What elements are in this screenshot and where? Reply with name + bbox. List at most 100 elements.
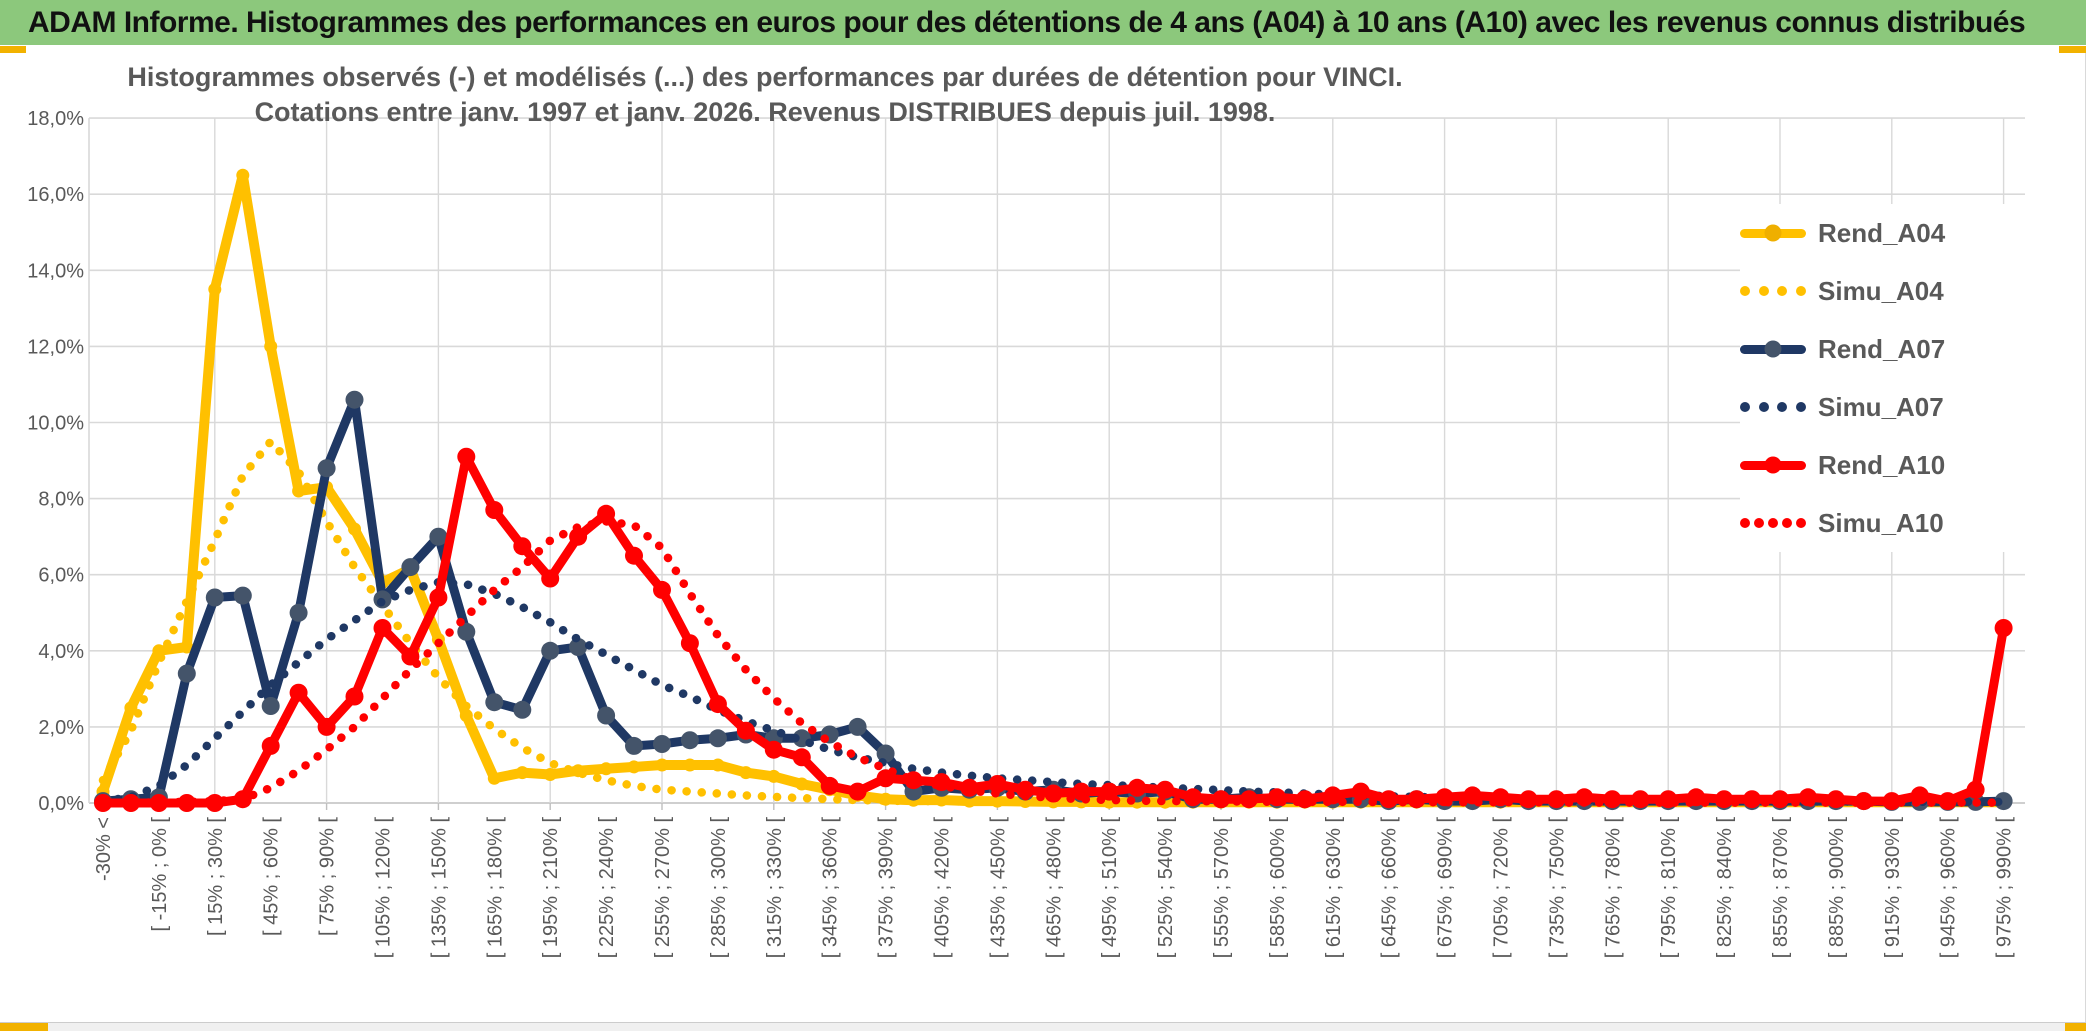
series-rend_a04-marker [543,768,557,781]
simu-a10-dots-sample-icon [1740,518,1806,528]
series-rend_a04-line [98,170,2009,808]
series-rend_a10-marker [1351,782,1370,801]
series-rend_a10-marker [457,447,476,466]
x-tick-label: [ 975% ; 990% [ [1994,817,2016,959]
series-simu_a07-line [98,578,2008,807]
legend-label: Rend_A10 [1818,449,1946,480]
series-rend_a10-marker [1100,782,1119,801]
y-tick-label: 16,0% [27,184,84,206]
y-tick-label: 6,0% [38,565,84,587]
series-rend_a07-marker [653,735,671,753]
corner-accent-top-left [0,46,26,53]
legend-label: Rend_A04 [1818,217,1946,248]
corner-accent-top-right [2059,46,2086,53]
series-rend_a10-marker [764,740,783,759]
series-rend_a07-marker [233,586,252,605]
x-tick-label: [ 585% ; 600% [ [1267,817,1289,959]
series-rend_a10-marker [541,569,560,588]
x-tick-label: [ 525% ; 540% [ [1155,817,1177,959]
series-rend_a07-marker [317,459,336,478]
x-tick-label: [ 105% ; 120% [ [373,817,395,959]
series-rend_a07-marker [597,706,616,725]
series-rend_a07-marker [876,744,895,763]
series-rend_a04-marker [124,701,138,715]
legend-label: Simu_A07 [1818,391,1944,422]
x-tick-label: [ 705% ; 720% [ [1491,817,1513,959]
series-rend_a07-marker [680,731,699,750]
y-tick-label: 0,0% [38,793,84,815]
legend-item-rend-a07: Rend_A07 [1740,320,2050,378]
series-rend_a07-marker [177,664,196,683]
series-rend_a04-marker [599,762,613,776]
chart-title-line1: Histogrammes observés (-) et modélisés (… [127,62,1403,92]
series-rend_a04-marker [180,640,194,654]
x-tick-label: [ 765% ; 780% [ [1602,817,1624,959]
chart-plot: 18,0% 16,0% 14,0% 12,0% 10,0% 8,0% 6,0% 4,0% 2,0… [27,108,2025,959]
y-tick-label: 8,0% [38,489,84,511]
series-rend_a10-marker [680,634,699,653]
x-tick-label: [ 15% ; 30% [ [205,817,227,936]
series-rend_a07-marker [485,693,504,712]
series-rend_a04-marker [795,777,809,791]
series-rend_a04-marker [292,484,306,498]
series-rend_a07-marker [345,390,364,409]
y-tick-label: 18,0% [27,108,84,130]
x-tick-label: [ 555% ; 570% [ [1211,817,1233,959]
x-tick-label: [ 165% ; 180% [ [484,817,506,959]
series-rend_a04-marker [655,758,669,772]
series-rend_a04-marker [683,758,697,772]
series-rend_a07-marker [261,697,280,715]
x-tick-label: [ 135% ; 150% [ [428,817,450,959]
x-tick-label: [ 285% ; 300% [ [708,817,730,959]
legend-item-simu-a04: Simu_A04 [1740,262,2050,320]
series-rend_a07-marker [457,622,476,641]
rend-a10-line-sample-icon [1740,456,1806,474]
simu-a04-dots-sample-icon [1740,286,1806,296]
chart-title-line2: Cotations entre janv. 1997 et janv. 2026… [254,97,1276,127]
corner-accent-bottom-right [2065,1023,2086,1031]
x-tick-label: [ 195% ; 210% [ [540,817,562,959]
series-rend_a10-marker [1128,778,1147,797]
series-rend_a10-marker [485,501,504,519]
series-rend_a10-marker [708,695,727,714]
series-rend_a10-marker [792,748,811,767]
y-tick-label: 4,0% [38,641,84,663]
series-rend_a10-marker [988,775,1007,793]
series-rend_a10-marker [625,546,643,565]
series-rend_a10-marker [289,683,308,702]
series-rend_a10-marker [597,504,616,523]
series-rend_a04-marker [739,766,753,780]
x-tick-label: [ 315% ; 330% [ [764,817,786,959]
series-rend_a07-marker [513,700,532,719]
x-tick-label: [ 735% ; 750% [ [1546,817,1568,959]
series-rend_a04-marker [487,771,501,785]
series-rend_a04-marker [236,168,250,182]
rend-a04-line-sample-icon [1740,224,1806,242]
series-rend_a07-marker [708,729,727,748]
bottom-strip [0,1022,2086,1031]
series-rend_a04-marker [711,758,725,772]
series-rend_a04-marker [627,760,641,774]
series-rend_a07-marker [289,603,308,622]
series-rend_a10-marker [317,717,336,736]
x-tick-label: [ 45% ; 60% [ [261,817,283,936]
y-tick-label: 10,0% [27,413,84,435]
y-tick-label: 2,0% [38,717,84,739]
x-tick-label: [ 795% ; 810% [ [1658,817,1680,959]
x-tick-label: [ 255% ; 270% [ [652,817,674,959]
series-rend_a07-marker [569,638,588,656]
series-rend_a10-marker [513,537,532,556]
series-rend_a10-marker [261,736,280,755]
series-simu_a10-line [98,517,2008,808]
series-rend_a07-marker [205,588,224,607]
x-tick-label: [ 345% ; 360% [ [820,817,842,959]
x-tick-label: [ 75% ; 90% [ [317,817,339,936]
series-rend_a04-marker [348,522,361,536]
legend-item-simu-a07: Simu_A07 [1740,378,2050,436]
series-rend_a10-marker [1156,780,1175,799]
legend-label: Simu_A04 [1818,275,1944,306]
x-tick-label: [ 405% ; 420% [ [932,817,954,959]
series-rend_a10-marker [1994,619,2013,637]
series-rend_a04-marker [767,769,781,783]
